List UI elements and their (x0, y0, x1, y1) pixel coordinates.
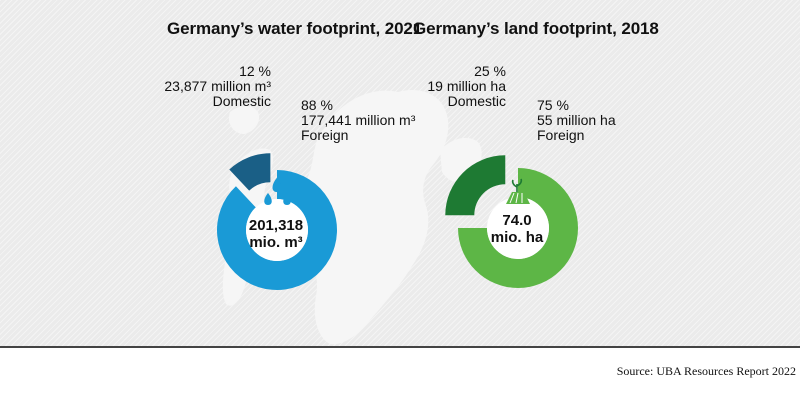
water-domestic-percent: 12 % (239, 63, 271, 79)
water-foreign-amount: 177,441 million m³ (301, 112, 416, 128)
water-chart-title: Germany’s water footprint, 2021 (167, 19, 423, 38)
water-domestic-amount: 23,877 million m³ (164, 78, 271, 94)
land-domestic-name: Domestic (447, 93, 506, 109)
land-foreign-amount: 55 million ha (537, 112, 616, 128)
water-domestic-name: Domestic (212, 93, 271, 109)
land-domestic-label: 25 % 19 million ha Domestic (427, 64, 506, 109)
source-note: Source: UBA Resources Report 2022 (616, 364, 796, 378)
land-donut-hole (487, 197, 549, 259)
water-foreign-slice (217, 170, 337, 290)
water-total-value: 201,318 (248, 217, 304, 234)
land-foreign-name: Foreign (537, 127, 585, 143)
water-drops-icon (264, 177, 291, 205)
land-domestic-slice (445, 155, 506, 216)
water-domestic-label: 12 % 23,877 million m³ Domestic (164, 64, 271, 109)
water-total-label: 201,318 mio. m³ (241, 217, 311, 251)
land-total-value: 74.0 (502, 212, 532, 229)
chart-panel: Germany’s water footprint, 2021 Germany’… (0, 0, 800, 348)
land-foreign-label: 75 % 55 million ha Foreign (537, 98, 616, 143)
land-domestic-amount: 19 million ha (427, 78, 506, 94)
water-foreign-label: 88 % 177,441 million m³ Foreign (301, 98, 415, 143)
land-total-unit: mio. ha (490, 229, 544, 246)
farmland-icon (506, 178, 530, 204)
land-domestic-percent: 25 % (474, 63, 506, 79)
water-donut-hole (246, 199, 308, 261)
water-foreign-name: Foreign (301, 127, 349, 143)
land-chart-title: Germany’s land footprint, 2018 (413, 19, 659, 38)
water-domestic-slice (229, 153, 271, 191)
water-foreign-percent: 88 % (301, 97, 333, 113)
land-foreign-percent: 75 % (537, 97, 569, 113)
water-total-unit: mio. m³ (249, 234, 303, 251)
land-foreign-slice (458, 168, 578, 288)
donut-charts (217, 153, 578, 290)
land-total-label: 74.0 mio. ha (477, 212, 557, 246)
